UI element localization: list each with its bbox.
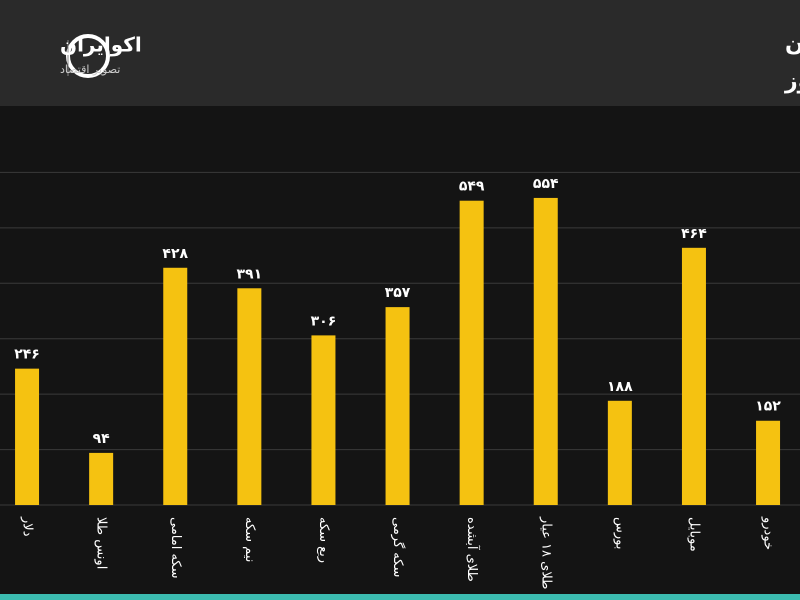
x-tick-label: سکه گرمی	[390, 517, 406, 577]
bar	[89, 452, 114, 505]
x-tick-label: خودرو	[761, 516, 776, 550]
bar	[533, 197, 558, 505]
brand-tagline: تصویر اقتصاد	[60, 63, 120, 76]
bar	[15, 368, 40, 505]
value-label: ۴۲۸	[162, 246, 188, 262]
x-tick-label: سکه امامی	[168, 517, 183, 579]
value-label: ۱۵۲	[755, 399, 781, 415]
chart-subtitle: تا به امروز	[784, 69, 800, 94]
header-background	[0, 0, 800, 106]
value-label: ۱۸۸	[607, 379, 633, 395]
bar	[681, 247, 706, 505]
x-tick-label: طلای ۱۸ عیار	[538, 516, 553, 589]
value-label: ۳۵۷	[385, 285, 411, 301]
logo: اکوایران تصویر اقتصاد	[60, 33, 142, 78]
bar	[385, 307, 410, 505]
value-label: ۳۹۱	[237, 266, 263, 282]
chart-title: بازدهی بازارها از ابتدای ریاست‌جمهوری پز…	[785, 32, 800, 57]
x-tick-label: طلای آبشده	[464, 517, 481, 582]
bar	[459, 200, 484, 505]
brand-name: اکوایران	[60, 33, 142, 57]
bar	[311, 335, 336, 505]
value-label: ۴۶۴	[681, 226, 707, 242]
x-tick-label: موبایل	[686, 517, 701, 552]
value-label: ۵۴۹	[459, 179, 485, 195]
value-label: ۲۴۶	[14, 347, 40, 363]
x-tick-label: نیم سکه	[242, 517, 257, 562]
x-tick-label: اونس طلا	[94, 517, 109, 569]
bar	[607, 400, 632, 505]
x-tick-label: ربع سکه	[316, 517, 331, 563]
bar	[237, 288, 262, 505]
bar	[756, 420, 781, 505]
value-label: ۵۵۴	[533, 176, 559, 192]
value-label: ۹۴	[93, 431, 111, 447]
x-tick-label: بورس	[612, 517, 627, 549]
x-tick-label: دلار	[20, 516, 35, 537]
bar	[163, 267, 188, 505]
value-label: ۳۰۶	[311, 313, 337, 329]
footer-strip	[0, 594, 800, 600]
